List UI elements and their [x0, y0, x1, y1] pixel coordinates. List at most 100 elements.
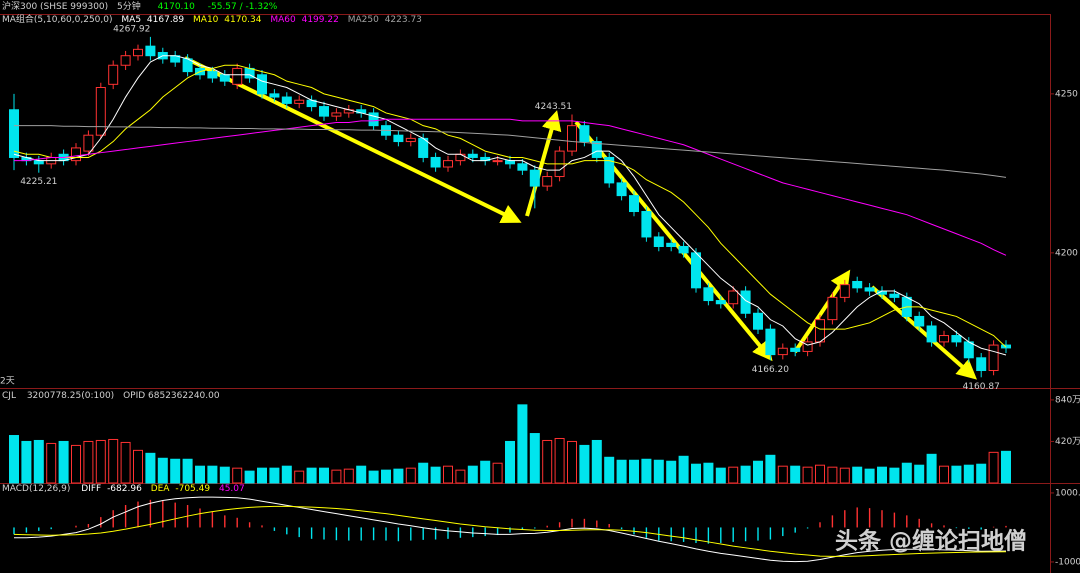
candle-body	[467, 153, 478, 158]
candle-body	[889, 293, 900, 298]
price-annotation: 4243.51	[535, 102, 572, 112]
volume-info: 3200778.25(0:100)	[27, 391, 114, 401]
header: 沪深300 (SHSE 999300) 5分钟 4170.10 -55.57 /…	[2, 0, 278, 12]
ma-legend: MA组合(5,10,60,0,250,0) MA5 4167.89 MA10 4…	[2, 13, 422, 25]
candle-body	[740, 290, 751, 314]
legend-value: 4170.34	[224, 15, 261, 25]
y-tick-label: -1000.00	[1055, 557, 1080, 567]
volume-bar	[790, 465, 801, 484]
change: -55.57 / -1.32%	[208, 2, 278, 12]
candle-body	[653, 236, 664, 247]
line	[14, 118, 1007, 256]
volume-bar	[21, 440, 32, 484]
line	[13, 55, 1007, 356]
candle-body	[567, 125, 577, 152]
y-tick-label: 1000.00	[1055, 488, 1080, 498]
watermark: 头条 @缠论扫地僧	[835, 528, 1027, 555]
marks: 4250 4200 4267.92 4225.21 4243.51 4166.20 4160…	[9, 24, 1080, 567]
candle-body	[294, 99, 305, 104]
volume-bar	[815, 464, 825, 484]
candle-body	[232, 67, 243, 85]
volume-bar	[616, 459, 627, 484]
volume-bar	[715, 467, 726, 484]
volume-bar	[988, 451, 999, 484]
volume-bar	[889, 467, 900, 484]
candle-body	[430, 156, 441, 168]
volume-bar	[579, 444, 590, 484]
volume-bar	[33, 439, 44, 484]
line	[14, 125, 1007, 178]
volume-bar	[319, 467, 329, 484]
candle-body	[988, 344, 999, 372]
side-label: 2天	[0, 377, 15, 387]
candle-body	[827, 296, 838, 321]
candle-body	[120, 55, 131, 66]
volume-bar	[691, 463, 701, 484]
volume-bar	[864, 468, 875, 484]
volume-bar	[393, 468, 404, 484]
legend-name: MA5	[121, 15, 141, 25]
volume-bar	[653, 459, 664, 484]
candle-body	[517, 163, 528, 171]
candle-body	[691, 252, 701, 289]
volume-bar	[306, 467, 317, 484]
volume-bar	[951, 465, 962, 484]
volume-bar	[294, 470, 305, 484]
candle-body	[839, 284, 850, 298]
candle-body	[951, 335, 962, 343]
candle-body	[852, 280, 863, 289]
legend-value: -682.96	[107, 484, 142, 494]
trend-arrows	[184, 56, 977, 380]
volume-bar	[207, 465, 218, 484]
candle-body	[728, 290, 739, 305]
volume-bar	[939, 465, 949, 484]
legend-name: MA250	[348, 15, 379, 25]
volume-bar	[58, 440, 69, 484]
candle-body	[715, 300, 726, 305]
volume-header: CJL 3200778.25(0:100) OPID 6852362240.00	[2, 391, 220, 401]
volume-bar	[765, 454, 776, 484]
candle-body	[455, 153, 466, 162]
volume-bar	[46, 442, 57, 484]
volume-bar	[591, 439, 602, 484]
volume-bar	[629, 459, 639, 484]
candle-body	[939, 335, 949, 343]
legend-value: 4199.22	[302, 15, 339, 25]
volume-bar	[331, 469, 342, 484]
candle-body	[393, 134, 404, 143]
volume-bar	[678, 455, 689, 484]
candle-body	[616, 182, 627, 197]
candle-body	[269, 93, 280, 98]
volume-bar	[108, 438, 119, 484]
volume-bar	[554, 437, 565, 484]
volume-bar	[157, 457, 168, 484]
volume-bar	[827, 466, 838, 484]
candle-body	[790, 347, 801, 352]
volume-bar	[480, 460, 491, 484]
legend-name: MA10	[193, 15, 219, 25]
volume-bar	[269, 467, 280, 484]
candle-body	[145, 45, 156, 57]
candle-body	[666, 242, 677, 247]
candle-body	[108, 64, 119, 85]
title: 沪深300 (SHSE 999300)	[2, 0, 108, 12]
volume-bar	[753, 460, 763, 484]
volume-bar	[120, 441, 131, 484]
candle-body	[976, 357, 987, 372]
volume-title: CJL	[2, 391, 16, 401]
volume-bar	[567, 440, 577, 484]
volume-bar	[728, 466, 739, 484]
macd-header: MACD(12,26,9) DIFF -682.96 DEA -705.49 4…	[2, 484, 245, 494]
volume-bar	[405, 467, 416, 484]
candle-body	[815, 319, 825, 343]
volume-bar	[381, 469, 391, 484]
candle-body	[207, 71, 218, 79]
candle-body	[542, 176, 553, 187]
volume-bar	[368, 470, 379, 484]
volume-bar	[455, 469, 466, 484]
volume-bar	[604, 456, 615, 484]
volume-bar	[777, 465, 788, 484]
price-annotation: 4166.20	[752, 365, 789, 375]
volume-bar	[963, 464, 974, 484]
candle-body	[753, 312, 763, 330]
